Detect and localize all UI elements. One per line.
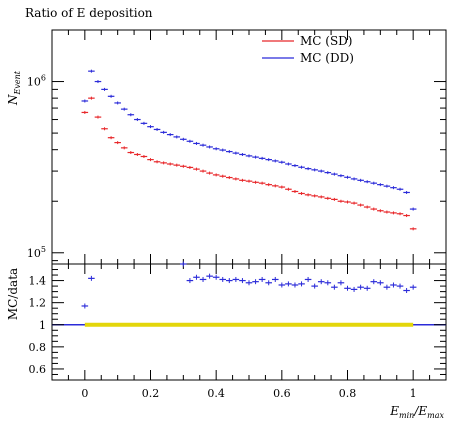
x-axis-title-sub: min xyxy=(399,411,414,420)
chart-title: Ratio of E deposition xyxy=(25,6,153,20)
legend-label: MC (DD) xyxy=(300,51,354,65)
top-x-ticks xyxy=(51,30,447,264)
x-axis-title-main2: E xyxy=(417,404,427,418)
ratio-band-group xyxy=(52,322,446,327)
ratio-y-ticks: 0.6 0.8 1 1.2 1.4 xyxy=(29,269,446,381)
x-axis-title-main: E xyxy=(389,404,399,418)
svg-text:NEvent: NEvent xyxy=(6,70,22,106)
x-tick-label: 0.6 xyxy=(273,387,291,400)
ratio-y-tick-label: 1.4 xyxy=(29,275,47,288)
ratio-y-tick-label: 1 xyxy=(39,319,46,332)
ratio-y-tick-label: 1.2 xyxy=(29,297,47,310)
ratio-x-axis-title: Emin/Emax xyxy=(389,404,444,420)
x-tick-label: 0.8 xyxy=(339,387,357,400)
top-y-tick-label: 105 xyxy=(27,245,46,260)
top-y-tick-label: 106 xyxy=(27,74,46,89)
x-axis-title-sub2: max xyxy=(427,411,444,420)
x-axis-title-sep: / xyxy=(413,404,420,418)
x-tick-label: 0 xyxy=(81,387,88,400)
x-tick-label: 0.4 xyxy=(207,387,225,400)
top-y-axis-title: NEvent xyxy=(6,70,22,106)
x-tick-label: 1 xyxy=(410,387,417,400)
ratio-x-ticks: 0 0.2 0.4 0.6 0.8 1 xyxy=(51,264,447,400)
ratio-y-tick-label: 0.8 xyxy=(29,341,47,354)
ratio-y-axis-title: MC/data xyxy=(6,268,20,320)
ratio-panel: 0.6 0.8 1 1.2 1.4 0 0.2 0.4 0.6 0.8 1 MC/data Emi… xyxy=(6,261,447,420)
top-y-ticks: 105 106 xyxy=(27,29,446,262)
legend: MC (SD) MC (DD) xyxy=(262,34,354,65)
ratio-series-group xyxy=(81,261,417,309)
x-tick-label: 0.2 xyxy=(142,387,160,400)
legend-label: MC (SD) xyxy=(300,34,353,48)
ratio-y-tick-label: 0.6 xyxy=(29,363,47,376)
top-panel: 105 106 NEvent MC (SD) MC (DD) xyxy=(6,29,447,265)
top-plot-frame xyxy=(51,29,447,265)
top-y-axis-title-main: N xyxy=(6,94,20,106)
top-y-axis-title-sub: Event xyxy=(13,70,22,95)
ratio-uncertainty-band xyxy=(84,322,414,327)
top-series-group xyxy=(81,69,417,231)
